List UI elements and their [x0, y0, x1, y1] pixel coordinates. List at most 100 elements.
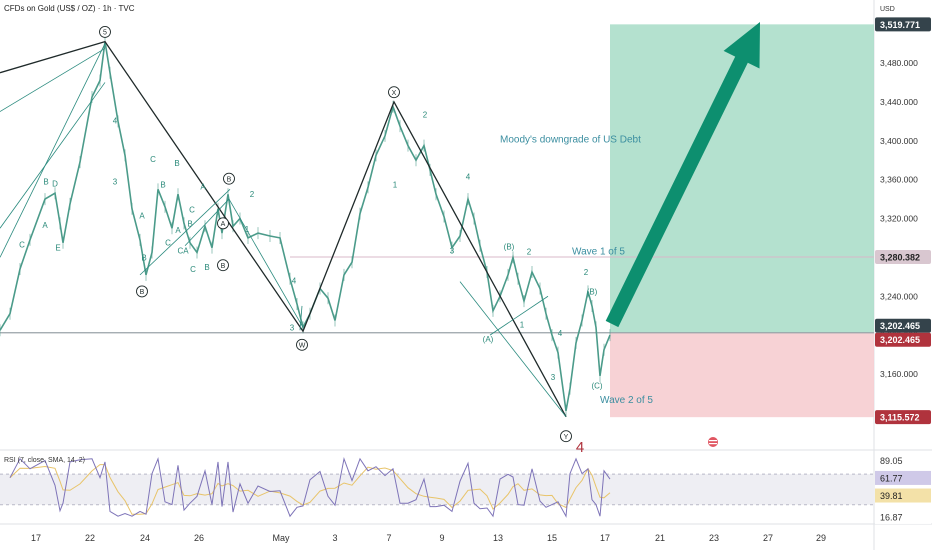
- wave-label: B: [174, 159, 179, 168]
- time-axis-tick: 13: [493, 533, 503, 543]
- wave-helper-line: [228, 198, 304, 328]
- wave-helper-line: [184, 198, 230, 246]
- time-axis-tick: 9: [439, 533, 444, 543]
- wave-label: D: [52, 179, 58, 188]
- price-axis-tick: 3,360.000: [880, 175, 918, 185]
- wave-label: 2: [527, 247, 532, 256]
- wave-helper-line: [489, 295, 549, 336]
- price-axis-tick: 3,160.000: [880, 369, 918, 379]
- wave-label: B: [204, 263, 209, 272]
- rsi-axis-tick: 39.81: [880, 491, 903, 501]
- wave-label: 2: [584, 268, 589, 277]
- wave-circle-label: Y: [564, 434, 569, 441]
- wave-label: 1: [393, 180, 398, 189]
- wave-label: 4: [292, 277, 297, 286]
- wave-label: C: [190, 265, 196, 274]
- time-axis-tick: 26: [194, 533, 204, 543]
- wave-circle-label: X: [392, 90, 397, 97]
- target-zone: [610, 24, 874, 333]
- rsi-axis-tag: [875, 488, 931, 503]
- wave-circle-label: W: [299, 343, 306, 350]
- axis-unit: USD: [880, 6, 895, 13]
- wave-circle-marker: [296, 338, 308, 351]
- price-axis-tick: 3,440.000: [880, 97, 918, 107]
- wave-label: C: [19, 241, 25, 250]
- wave-label: 3: [450, 246, 455, 255]
- wave-label: 3: [113, 177, 118, 186]
- wave-circle-marker: [217, 259, 229, 272]
- rsi-axis-tick: 89.05: [880, 456, 903, 466]
- price-tag-label: 3,280.382: [880, 253, 920, 263]
- wave-zigzag: [0, 40, 567, 418]
- wave-label: A: [200, 182, 206, 191]
- chart-annotation: Wave 2 of 5: [600, 395, 653, 406]
- wave-label: 3: [551, 373, 556, 382]
- price-axis-tick: 3,480.000: [880, 58, 918, 68]
- price-series: [0, 41, 611, 412]
- wave-label: C: [165, 239, 171, 248]
- wave-circle-marker: [223, 172, 235, 185]
- time-axis-tick: 17: [600, 533, 610, 543]
- price-tag-label: 3,519.771: [880, 20, 920, 30]
- price-tag: [875, 17, 931, 32]
- time-axis-tick: 23: [709, 533, 719, 543]
- time-axis-tick: 15: [547, 533, 557, 543]
- wave-helper-line: [0, 48, 106, 112]
- wave-label: 4: [113, 116, 118, 125]
- wave-label: B: [160, 180, 165, 189]
- price-tag: [875, 410, 931, 425]
- wave-label: (A): [483, 335, 494, 344]
- rsi-label: RSI (7, close, SMA, 14, 2): [4, 457, 85, 464]
- price-tag: [875, 318, 931, 333]
- price-tag: [875, 250, 931, 265]
- wave-circle-marker: [136, 285, 148, 298]
- chart-annotation: Moody's downgrade of US Debt: [500, 135, 641, 146]
- time-axis-tick: 7: [386, 533, 391, 543]
- rsi-axis-tag: [875, 509, 931, 524]
- wave-label: A: [175, 226, 181, 235]
- target-arrow: [605, 22, 760, 328]
- rsi-band: [0, 474, 874, 505]
- wave-circle-marker: [217, 217, 229, 230]
- wave-circle-label: B: [140, 289, 145, 296]
- price-axis-tick: 3,320.000: [880, 214, 918, 224]
- wave-helper-line: [0, 43, 106, 258]
- time-axis-tick: 27: [763, 533, 773, 543]
- rsi-axis-tick: 16.87: [880, 512, 903, 522]
- wave-helper-line: [299, 305, 303, 331]
- price-axis-tick: 3,240.000: [880, 291, 918, 301]
- rsi-sma-line: [9, 464, 611, 515]
- wave-label: (B): [587, 287, 598, 296]
- wave-label: 1: [245, 225, 250, 234]
- price-tag-label: 3,202.465: [880, 335, 920, 345]
- time-axis-tick: 17: [31, 533, 41, 543]
- wave-helper-line: [139, 189, 231, 276]
- price-tag: [875, 332, 931, 347]
- wave-circle-label: B: [227, 176, 232, 183]
- wave-label: B: [43, 177, 48, 186]
- wave-label: (C): [591, 382, 602, 391]
- economic-event-icon-stripe: [709, 440, 717, 442]
- wave-circle-marker: [99, 25, 111, 38]
- wave-label: 3: [290, 323, 295, 332]
- wave-label: 4: [466, 173, 471, 182]
- wave-label: A: [42, 221, 48, 230]
- price-tag-label: 3,115.572: [880, 413, 920, 423]
- wave-label: 4: [558, 329, 563, 338]
- economic-event-icon-stripe: [709, 443, 717, 445]
- wave-label: B: [187, 219, 192, 228]
- wave-label: CA: [177, 246, 189, 255]
- time-axis-tick: 24: [140, 533, 150, 543]
- wave-helper-line: [0, 82, 106, 229]
- rsi-line: [9, 456, 611, 518]
- price-tag-label: 3,202.465: [880, 321, 920, 331]
- wave-circle-label: A: [221, 221, 226, 228]
- time-axis-tick: 29: [816, 533, 826, 543]
- wave-label: A: [139, 212, 145, 221]
- wave-circle-marker: [560, 430, 572, 443]
- economic-event-icon[interactable]: [708, 437, 718, 447]
- rsi-axis-tag: [875, 470, 931, 485]
- wave-label: B: [141, 253, 146, 262]
- chart-title: CFDs on Gold (US$ / OZ) · 1h · TVC: [4, 4, 135, 13]
